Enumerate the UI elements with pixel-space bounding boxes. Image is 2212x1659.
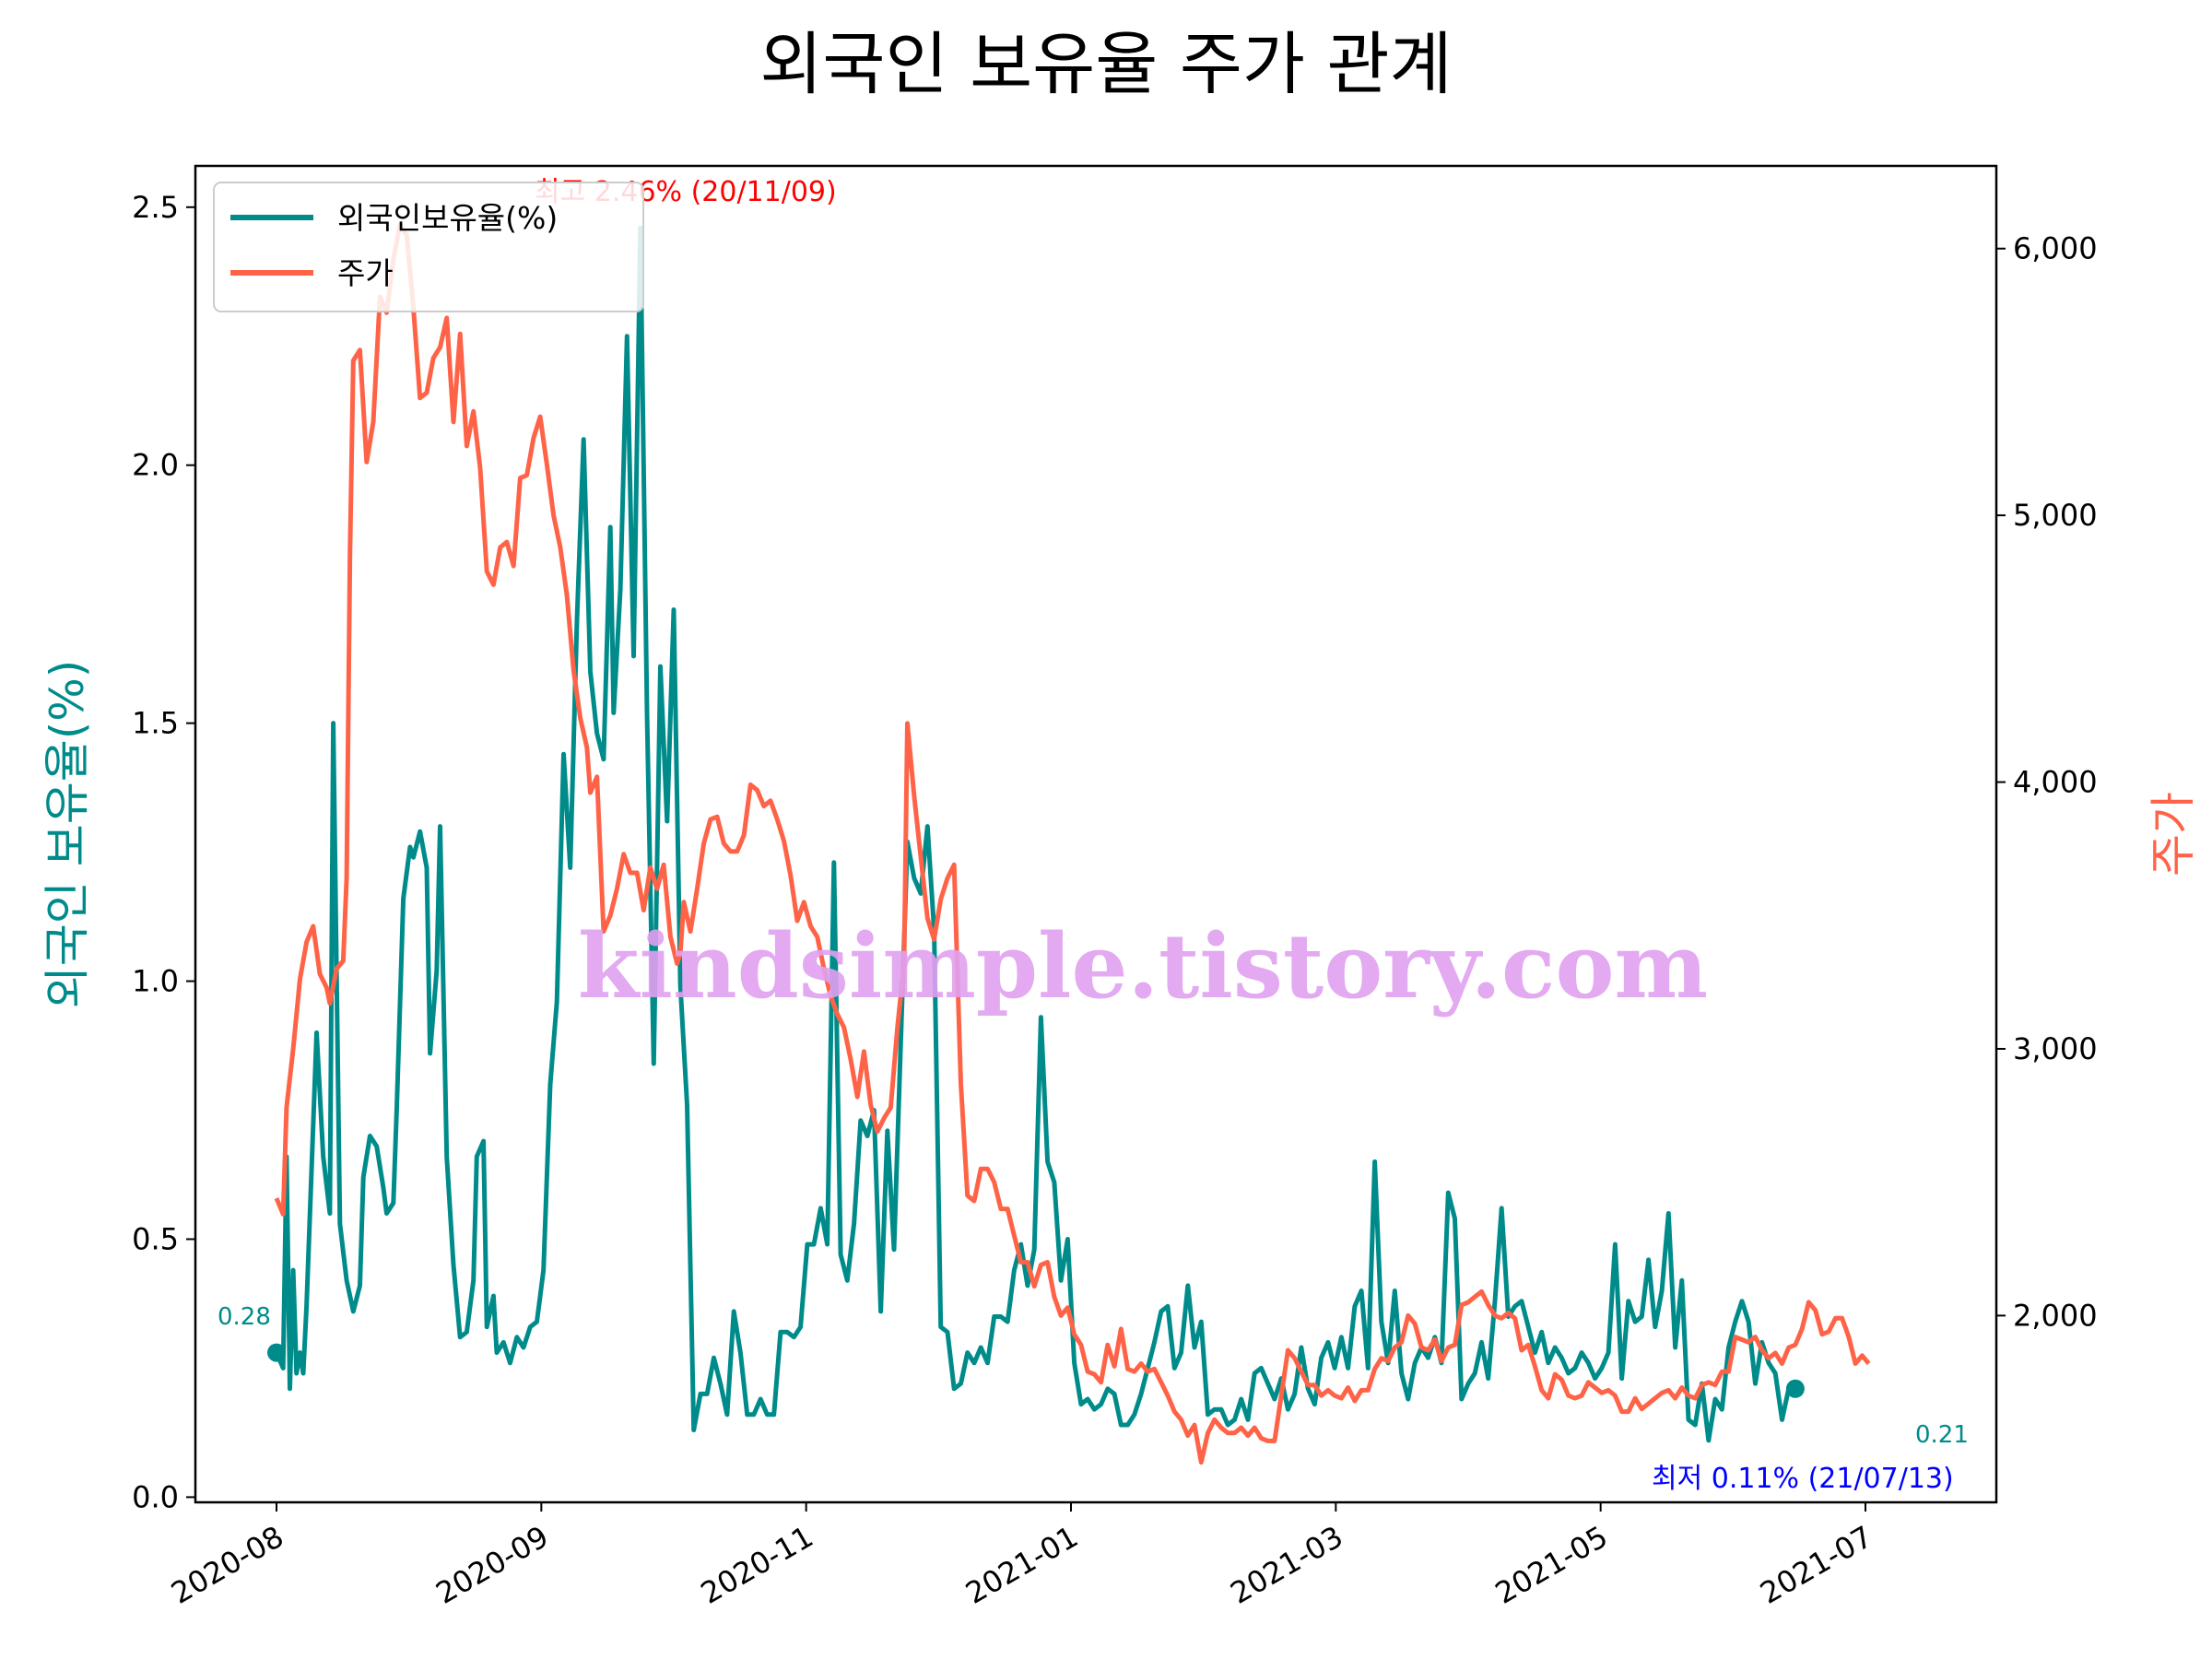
y2-tick-label: 5,000 [2013, 498, 2098, 533]
y-tick-label: 2.0 [132, 448, 179, 483]
legend-label-price: 주가 [337, 255, 394, 291]
x-tick-label: 2020-09 [430, 1519, 555, 1611]
y2-tick-label: 6,000 [2013, 231, 2098, 266]
plot-frame [194, 164, 1998, 1504]
y2-axis-label: 주가 [2147, 792, 2200, 877]
x-tick-label: 2021-03 [1225, 1519, 1349, 1611]
annotation-min: 최저 0.11% (21/07/13) [1652, 1463, 1954, 1495]
annotation-end-value: 0.21 [1915, 1421, 1969, 1449]
series-layer [267, 222, 1871, 1465]
annotation-start-value: 0.28 [218, 1303, 271, 1331]
y-tick-label: 1.0 [132, 964, 179, 999]
start-marker [267, 1343, 286, 1362]
end-marker [1785, 1379, 1805, 1398]
x-tick-label: 2020-11 [695, 1519, 819, 1611]
x-tick-label: 2021-07 [1754, 1519, 1878, 1611]
y-axis-label: 외국인 보유율(%) [41, 660, 94, 1008]
series-line-stock-price [274, 222, 1871, 1465]
x-tick-label: 2021-05 [1489, 1519, 1614, 1611]
y-tick-label: 2.5 [132, 190, 179, 225]
legend: 외국인보유율(%) 주가 [213, 182, 644, 312]
y-tick-label: 0.5 [132, 1221, 179, 1256]
chart-title: 외국인 보유율 주가 관계 [759, 25, 1452, 104]
y2-tick-label: 2,000 [2013, 1298, 2098, 1333]
y-tick-label: 0.0 [132, 1479, 179, 1514]
x-tick-label: 2020-08 [165, 1519, 289, 1611]
watermark: kindsimple.tistory.com [578, 914, 1708, 1018]
legend-label-foreign: 외국인보유율(%) [337, 200, 558, 236]
y2-tick-label: 3,000 [2013, 1031, 2098, 1066]
series-line-foreign-ownership [274, 225, 1795, 1443]
legend-box [213, 182, 644, 312]
y-tick-label: 1.5 [132, 706, 179, 741]
y2-tick-label: 4,000 [2013, 765, 2098, 800]
x-tick-label: 2021-01 [959, 1519, 1084, 1611]
